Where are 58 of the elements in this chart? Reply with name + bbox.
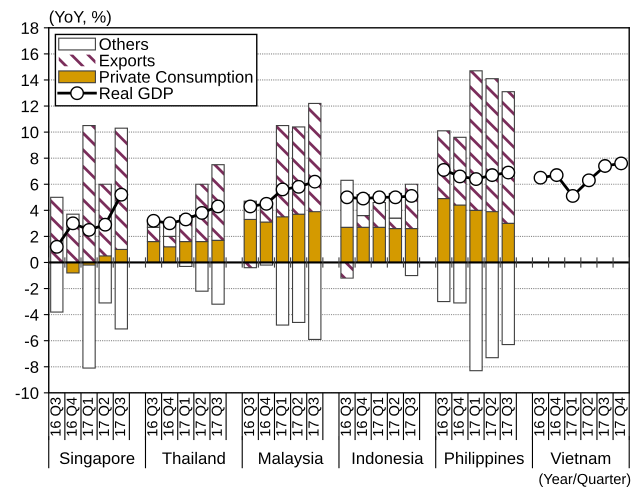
x-tick-label: 17 Q3	[598, 398, 612, 436]
x-tick-label: 17 Q2	[582, 398, 596, 436]
x-tick-label: 17 Q1	[179, 398, 192, 436]
y-tick-label: -2	[24, 282, 38, 295]
x-tick-label: 16 Q4	[356, 397, 370, 436]
x-tick-label: 17 Q4	[614, 397, 628, 436]
y-tick-label: 12	[22, 100, 38, 112]
x-tick-label: 16 Q4	[453, 397, 466, 436]
x-tick-label: 17 Q1	[276, 398, 290, 436]
text: Indonesia	[352, 452, 424, 464]
text: Vietnam	[550, 452, 610, 464]
x-tick-label: 17 Q3	[114, 398, 128, 436]
x-tick-label: 17 Q1	[82, 398, 96, 436]
text: Philippines	[445, 452, 524, 468]
y-tick-label: 8	[30, 152, 38, 164]
y-tick-label: -10	[16, 387, 38, 400]
text: Thailand	[162, 452, 225, 464]
text: Malaysia	[259, 452, 324, 468]
y-tick-label: 10	[22, 126, 38, 138]
x-tick-label: 17 Q3	[308, 398, 322, 436]
x-tick-label: 16 Q3	[534, 398, 548, 436]
text: Singapore	[60, 452, 134, 468]
x-tick-label: 16 Q4	[163, 397, 176, 436]
text: (Year/Quarter)	[539, 473, 630, 488]
x-tick-label: 17 Q3	[212, 398, 225, 436]
y-tick-label: 14	[22, 74, 39, 86]
x-tick-label: 17 Q2	[292, 398, 306, 436]
x-tick-label: 16 Q4	[260, 397, 273, 436]
y-tick-label: -4	[24, 309, 39, 321]
x-tick-label: 17 Q1	[566, 398, 580, 436]
y-axis-title: (YoY, %)	[50, 10, 111, 26]
x-tick-label: 16 Q3	[50, 398, 64, 436]
x-tick-label: 16 Q4	[66, 397, 80, 436]
x-tick-label: 17 Q2	[98, 398, 112, 436]
y-tick-label: 0	[30, 256, 38, 269]
y-tick-label: 16	[22, 48, 38, 60]
x-tick-label: 17 Q2	[486, 398, 499, 436]
legend-label: Private Consumption	[100, 70, 252, 86]
x-tick-label: 16 Q3	[340, 398, 354, 436]
x-tick-label: 17 Q3	[502, 398, 515, 436]
x-tick-label: 17 Q1	[470, 398, 483, 436]
x-tick-label: 16 Q4	[550, 397, 564, 436]
x-tick-label: 17 Q2	[388, 398, 402, 436]
y-tick-label: 4	[30, 204, 39, 216]
x-tick-label: 17 Q3	[405, 398, 418, 436]
y-tick-label: 2	[30, 230, 38, 242]
y-tick-label: -6	[24, 335, 38, 347]
x-tick-label: 17 Q2	[196, 398, 208, 436]
y-tick-label: -8	[24, 361, 38, 373]
legend-label: Others	[100, 38, 148, 50]
x-tick-label: 16 Q3	[147, 398, 160, 436]
x-tick-label: 16 Q3	[437, 398, 450, 436]
x-tick-label: 16 Q3	[244, 398, 257, 436]
legend-label: Real GDP	[100, 86, 173, 100]
y-tick-label: 18	[22, 22, 38, 34]
x-tick-label: 17 Q1	[372, 398, 386, 436]
y-tick-label: 6	[30, 178, 38, 190]
legend-label: Exports	[100, 54, 155, 70]
